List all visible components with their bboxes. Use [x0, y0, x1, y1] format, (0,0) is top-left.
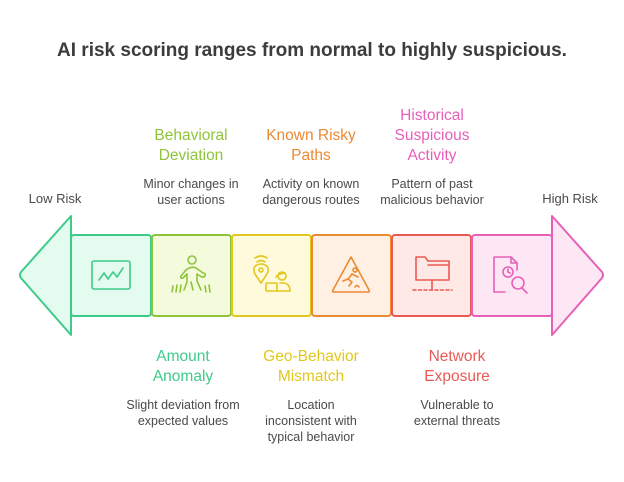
step-box-network-exposure	[391, 234, 472, 317]
step-title: Network Exposure	[424, 348, 490, 385]
step-description: Slight deviation from expected values	[126, 398, 240, 428]
chart-monitor-icon	[91, 260, 131, 290]
network-folder-icon	[412, 256, 453, 291]
step-description: Pattern of past malicious behavior	[380, 177, 484, 207]
step-title: Behavioral Deviation	[154, 127, 228, 164]
warning-slip-icon	[331, 256, 371, 293]
step-description: Location inconsistent with typical behav…	[265, 398, 357, 444]
step-title: Historical Suspicious Activity	[394, 107, 470, 164]
left-arrowhead	[19, 215, 72, 336]
step-description: Minor changes in user actions	[143, 177, 239, 207]
step-title: Geo-Behavior Mismatch	[263, 348, 359, 385]
history-search-icon	[493, 256, 528, 294]
step-title: Amount Anomaly	[152, 348, 214, 385]
step-description: Activity on known dangerous routes	[262, 177, 360, 207]
step-description: Vulnerable to external threats	[413, 398, 501, 428]
step-title: Known Risky Paths	[266, 127, 356, 164]
low-risk-label: Low Risk	[28, 191, 82, 206]
diagram-title: AI risk scoring ranges from normal to hi…	[57, 40, 567, 61]
high-risk-label: High Risk	[542, 191, 598, 206]
step-box-geo-behavior	[231, 234, 312, 317]
location-user-icon	[253, 255, 291, 292]
step-box-behavioral-deviation	[151, 234, 232, 317]
walking-person-icon	[171, 255, 211, 293]
right-arrowhead	[551, 215, 604, 336]
